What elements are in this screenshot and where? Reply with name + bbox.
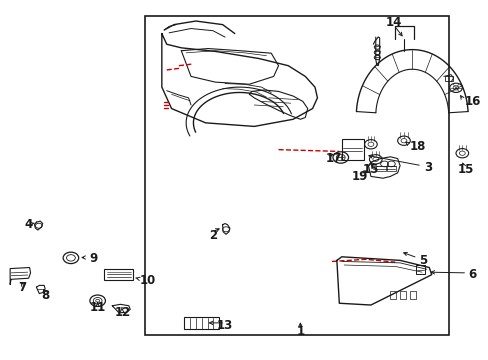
Text: 12: 12: [115, 306, 131, 319]
Text: 5: 5: [419, 254, 427, 267]
Text: 14: 14: [386, 16, 402, 29]
Text: 7: 7: [18, 282, 26, 294]
Text: 16: 16: [463, 95, 480, 108]
Text: 17: 17: [325, 152, 342, 165]
Text: 8: 8: [41, 288, 49, 302]
Bar: [399, 291, 405, 298]
Text: 13: 13: [217, 319, 233, 332]
Bar: [444, 76, 452, 81]
Text: 3: 3: [424, 161, 432, 174]
Bar: [415, 265, 425, 274]
Text: 6: 6: [467, 268, 475, 281]
Bar: [389, 291, 395, 298]
Text: 18: 18: [409, 140, 426, 153]
Text: 4: 4: [24, 218, 32, 231]
Bar: [104, 269, 132, 280]
Text: 15: 15: [457, 163, 473, 176]
Bar: [183, 317, 218, 329]
Text: 1: 1: [296, 325, 304, 338]
Bar: [341, 139, 363, 160]
Bar: [386, 166, 395, 171]
Text: 11: 11: [89, 301, 105, 314]
Text: 9: 9: [89, 252, 97, 265]
Text: 2: 2: [208, 229, 217, 242]
Bar: [375, 166, 385, 171]
Bar: [144, 16, 448, 336]
Text: 10: 10: [140, 274, 156, 287]
Bar: [409, 291, 415, 298]
Text: 19: 19: [351, 170, 367, 183]
Text: 15: 15: [362, 163, 378, 176]
